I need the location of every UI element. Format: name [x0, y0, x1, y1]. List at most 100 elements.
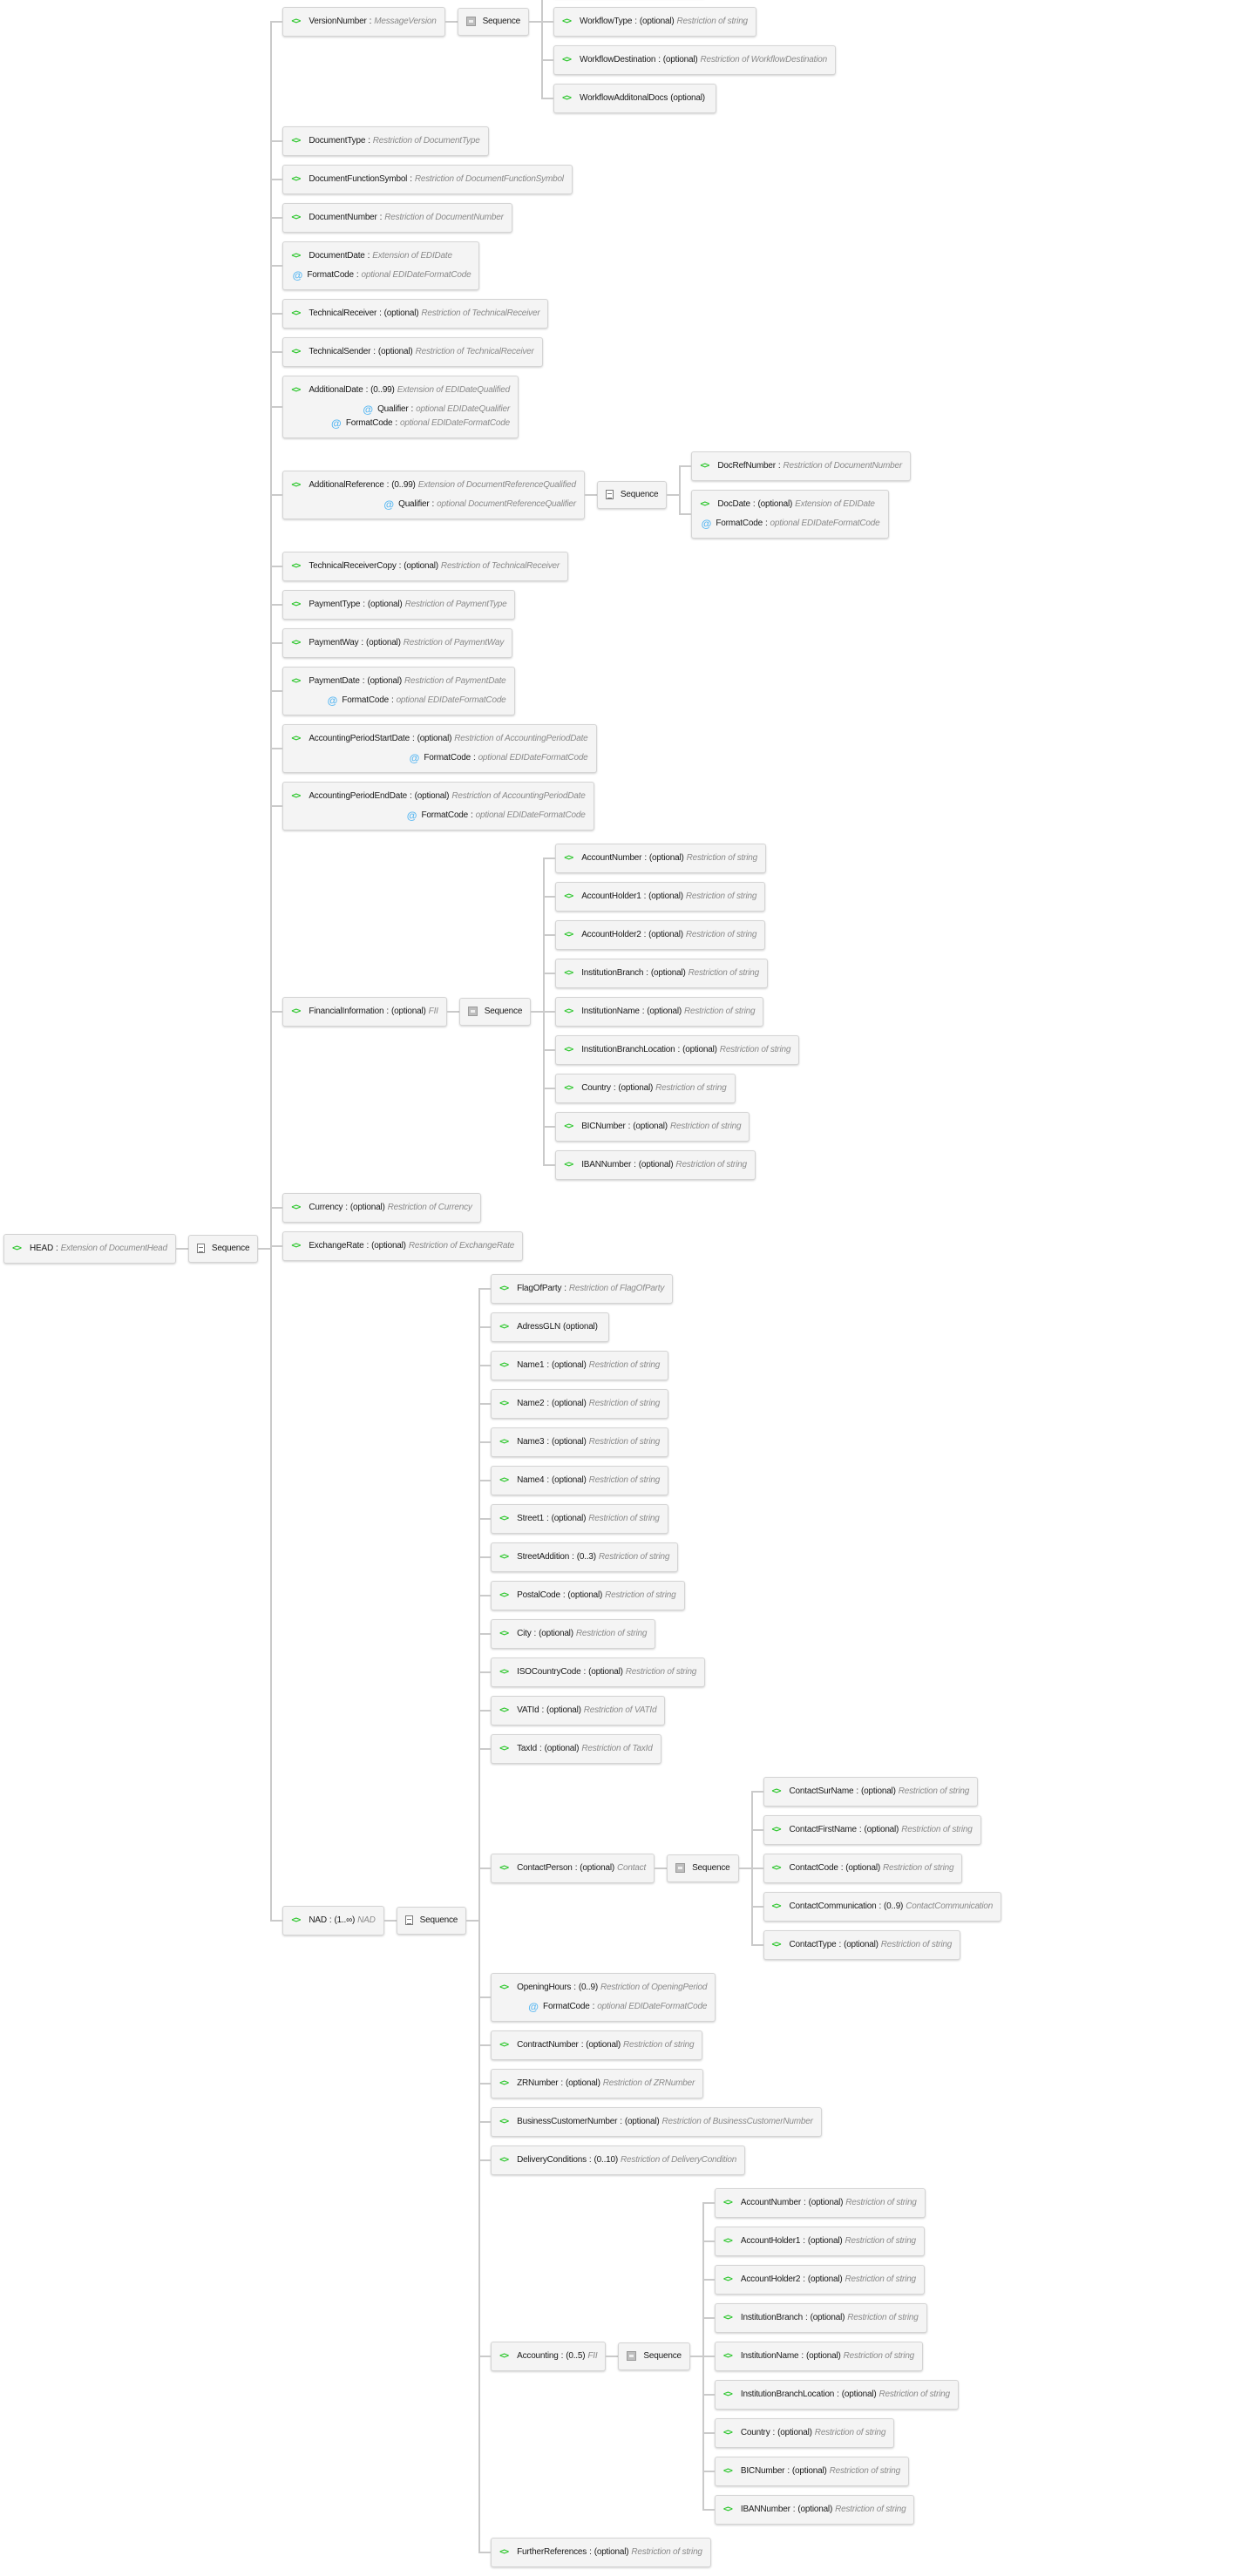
- element-isocountry-code[interactable]: <> ISOCountryCode: (optional) Restriction o…: [491, 1657, 706, 1687]
- element-name4[interactable]: <> Name4: (optional) Restriction of string: [491, 1465, 669, 1495]
- element-opening-hours[interactable]: <> OpeningHours: (0..9) Restriction of Open…: [491, 1972, 716, 2022]
- element-bicnumber[interactable]: <> BICNumber: (optional) Restriction of str…: [555, 1111, 750, 1142]
- element-street-addition[interactable]: <> StreetAddition: (0..3) Restriction of st…: [491, 1542, 679, 1572]
- element-tax-id[interactable]: <> TaxId: (optional) Restriction of TaxId: [491, 1733, 661, 1764]
- element-contact-communication[interactable]: <> ContactCommunication: (0..9) ContactComm…: [763, 1891, 1002, 1922]
- element-version-number[interactable]: <> VersionNumber: MessageVersion: [282, 6, 445, 37]
- element-technical-receiver[interactable]: <> TechnicalReceiver: (optional) Restrictio…: [282, 298, 549, 329]
- element-name1[interactable]: <> Name1: (optional) Restriction of string: [491, 1350, 669, 1380]
- sequence-document-icon[interactable]: [404, 1915, 413, 1925]
- element-name2[interactable]: <> Name2: (optional) Restriction of string: [491, 1388, 669, 1419]
- element-account-number[interactable]: <> AccountNumber: (optional) Restriction of…: [714, 2187, 926, 2218]
- attribute-format-code[interactable]: @ FormatCode: optional EDIDateFormatCode: [405, 809, 586, 823]
- sequence-compositor[interactable]: Sequence: [187, 1234, 259, 1263]
- tree-branch: <> Name2: (optional) Restriction of string: [478, 1384, 1001, 1423]
- element-account-number[interactable]: <> AccountNumber: (optional) Restriction of…: [555, 843, 766, 873]
- element-document-type[interactable]: <> DocumentType: Restriction of DocumentTy…: [282, 125, 489, 156]
- element-country[interactable]: <> Country: (optional) Restriction of strin…: [714, 2417, 895, 2448]
- element-zrnumber[interactable]: <> ZRNumber: (optional) Restriction of ZRNu…: [491, 2068, 704, 2098]
- sequence-document-icon[interactable]: [196, 1244, 205, 1253]
- element-node-delivery-conditions: <> DeliveryConditions: (0..10) Restriction …: [491, 2145, 746, 2175]
- separator: :: [588, 2154, 592, 2165]
- attribute-qualifier[interactable]: @ Qualifier: optional EDIDateQualifier: [362, 403, 510, 417]
- element-workflow-additonal-docs[interactable]: <> WorkflowAdditonalDocs (optional): [553, 83, 716, 113]
- element-accounting-period-end-date[interactable]: <> AccountingPeriodEndDate: (optional) Rest…: [282, 781, 594, 830]
- element-bicnumber[interactable]: <> BICNumber: (optional) Restriction of str…: [714, 2456, 909, 2486]
- sequence-collapsed-icon[interactable]: [465, 17, 476, 26]
- element-institution-name[interactable]: <> InstitutionName: (optional) Restriction …: [714, 2341, 924, 2371]
- element-document-number[interactable]: <> DocumentNumber: Restriction of Document…: [282, 202, 512, 233]
- element-flag-of-party[interactable]: <> FlagOfParty: Restriction of FlagOfParty: [491, 1273, 674, 1304]
- element-payment-type[interactable]: <> PaymentType: (optional) Restriction of P…: [282, 589, 516, 620]
- element-header: <> WorkflowAdditonalDocs (optional): [562, 92, 708, 105]
- element-exchange-rate[interactable]: <> ExchangeRate: (optional) Restriction of …: [282, 1230, 524, 1261]
- element-institution-branch[interactable]: <> InstitutionBranch: (optional) Restrictio…: [555, 958, 768, 988]
- element-delivery-conditions[interactable]: <> DeliveryConditions: (0..10) Restriction …: [491, 2145, 746, 2175]
- element-doc-ref-number[interactable]: <> DocRefNumber: Restriction of DocumentNu…: [691, 451, 911, 481]
- element-city[interactable]: <> City: (optional) Restriction of string: [491, 1618, 656, 1649]
- element-technical-receiver-copy[interactable]: <> TechnicalReceiverCopy: (optional) Restri…: [282, 551, 568, 581]
- element-contract-number[interactable]: <> ContractNumber: (optional) Restriction o…: [491, 2030, 703, 2060]
- sequence-compositor[interactable]: Sequence: [396, 1906, 467, 1935]
- element-doc-date[interactable]: <> DocDate: (optional) Extension of EDIDate…: [691, 489, 889, 539]
- attribute-format-code[interactable]: @ FormatCode: optional EDIDateFormatCode: [408, 751, 588, 765]
- element-institution-branch-location[interactable]: <> InstitutionBranchLocation: (optional) Re…: [714, 2379, 959, 2410]
- element-ibannumber[interactable]: <> IBANNumber: (optional) Restriction of st…: [714, 2494, 915, 2525]
- element-adress-gln[interactable]: <> AdressGLN (optional): [491, 1312, 609, 1342]
- element-accounting-period-start-date[interactable]: <> AccountingPeriodStartDate: (optional) Re…: [282, 723, 597, 773]
- element-type: Restriction of string: [676, 16, 749, 26]
- element-document-date[interactable]: <> DocumentDate: Extension of EDIDate @ Form…: [282, 241, 480, 290]
- element-workflow-type[interactable]: <> WorkflowType: (optional) Restriction of …: [553, 6, 756, 37]
- element-header: <> BICNumber: (optional) Restriction of str…: [564, 1120, 741, 1134]
- element-contact-first-name[interactable]: <> ContactFirstName: (optional) Restriction…: [763, 1814, 981, 1845]
- element-payment-date[interactable]: <> PaymentDate: (optional) Restriction of P…: [282, 666, 515, 715]
- element-additional-date[interactable]: <> AdditionalDate: (0..99) Extension of EDI…: [282, 375, 519, 438]
- element-account-holder2[interactable]: <> AccountHolder2: (optional) Restriction o…: [714, 2264, 925, 2295]
- element-contact-person[interactable]: <> ContactPerson: (optional) Contact: [491, 1853, 655, 1883]
- element-institution-branch[interactable]: <> InstitutionBranch: (optional) Restrictio…: [714, 2302, 927, 2333]
- element-document-function-symbol[interactable]: <> DocumentFunctionSymbol: Restriction of …: [282, 164, 573, 194]
- element-institution-branch-location[interactable]: <> InstitutionBranchLocation: (optional) Re…: [555, 1034, 800, 1065]
- element-technical-sender[interactable]: <> TechnicalSender: (optional) Restriction …: [282, 336, 543, 367]
- element-currency[interactable]: <> Currency: (optional) Restriction of Curr…: [282, 1192, 481, 1223]
- attribute-format-code[interactable]: @ FormatCode: optional EDIDateFormatCode: [291, 268, 471, 282]
- attribute-format-code[interactable]: @ FormatCode: optional EDIDateFormatCode: [326, 694, 506, 708]
- sequence-compositor[interactable]: Sequence: [457, 7, 530, 36]
- element-contact-sur-name[interactable]: <> ContactSurName: (optional) Restriction o…: [763, 1776, 979, 1807]
- element-postal-code[interactable]: <> PostalCode: (optional) Restriction of st…: [491, 1580, 685, 1610]
- sequence-compositor[interactable]: Sequence: [596, 480, 668, 509]
- sequence-collapsed-icon[interactable]: [627, 2351, 637, 2361]
- attribute-format-code[interactable]: @ FormatCode: optional EDIDateFormatCode: [527, 2000, 707, 2014]
- element-contact-type[interactable]: <> ContactType: (optional) Restriction of s…: [763, 1929, 961, 1960]
- element-workflow-destination[interactable]: <> WorkflowDestination: (optional) Restrict…: [553, 44, 836, 75]
- element-institution-name[interactable]: <> InstitutionName: (optional) Restriction …: [555, 996, 764, 1027]
- element-country[interactable]: <> Country: (optional) Restriction of strin…: [555, 1073, 736, 1103]
- element-payment-way[interactable]: <> PaymentWay: (optional) Restriction of Pa…: [282, 627, 513, 658]
- sequence-compositor[interactable]: Sequence: [618, 2342, 690, 2370]
- element-business-customer-number[interactable]: <> BusinessCustomerNumber: (optional) Restr…: [491, 2106, 822, 2137]
- sequence-document-icon[interactable]: [605, 490, 614, 499]
- element-account-holder2[interactable]: <> AccountHolder2: (optional) Restriction o…: [555, 919, 766, 950]
- element-account-holder1[interactable]: <> AccountHolder1: (optional) Restriction o…: [714, 2226, 925, 2256]
- element-ibannumber[interactable]: <> IBANNumber: (optional) Restriction of st…: [555, 1149, 756, 1180]
- sequence-compositor[interactable]: Sequence: [458, 997, 532, 1026]
- element-street1[interactable]: <> Street1: (optional) Restriction of strin…: [491, 1503, 668, 1534]
- element-accounting[interactable]: <> Accounting: (0..5) FII: [491, 2341, 607, 2371]
- element-header: <> PaymentDate: (optional) Restriction of P…: [291, 675, 505, 688]
- element-header: <> HEAD: Extension of DocumentHead: [12, 1242, 167, 1256]
- sequence-compositor[interactable]: Sequence: [667, 1854, 739, 1882]
- sequence-collapsed-icon[interactable]: [467, 1007, 478, 1016]
- element-contact-code[interactable]: <> ContactCode: (optional) Restriction of s…: [763, 1853, 963, 1883]
- element-financial-information[interactable]: <> FinancialInformation: (optional) FII: [282, 996, 447, 1027]
- element-nad[interactable]: <> NAD: (1..∞) NAD: [282, 1905, 384, 1935]
- element-name3[interactable]: <> Name3: (optional) Restriction of string: [491, 1427, 669, 1457]
- attribute-format-code[interactable]: @ FormatCode: optional EDIDateFormatCode: [700, 517, 880, 531]
- attribute-qualifier[interactable]: @ Qualifier: optional DocumentReferenceQua…: [383, 498, 576, 512]
- element-account-holder1[interactable]: <> AccountHolder1: (optional) Restriction o…: [555, 881, 766, 912]
- element-vatid[interactable]: <> VATId: (optional) Restriction of VATId: [491, 1695, 666, 1725]
- sequence-collapsed-icon[interactable]: [675, 1863, 686, 1873]
- attribute-format-code[interactable]: @ FormatCode: optional EDIDateFormatCode: [330, 417, 510, 430]
- element-head[interactable]: <> HEAD: Extension of DocumentHead: [3, 1233, 176, 1264]
- element-additional-reference[interactable]: <> AdditionalReference: (0..99) Extension o…: [282, 470, 585, 519]
- element-further-references[interactable]: <> FurtherReferences: (optional) Restrictio…: [491, 2537, 711, 2567]
